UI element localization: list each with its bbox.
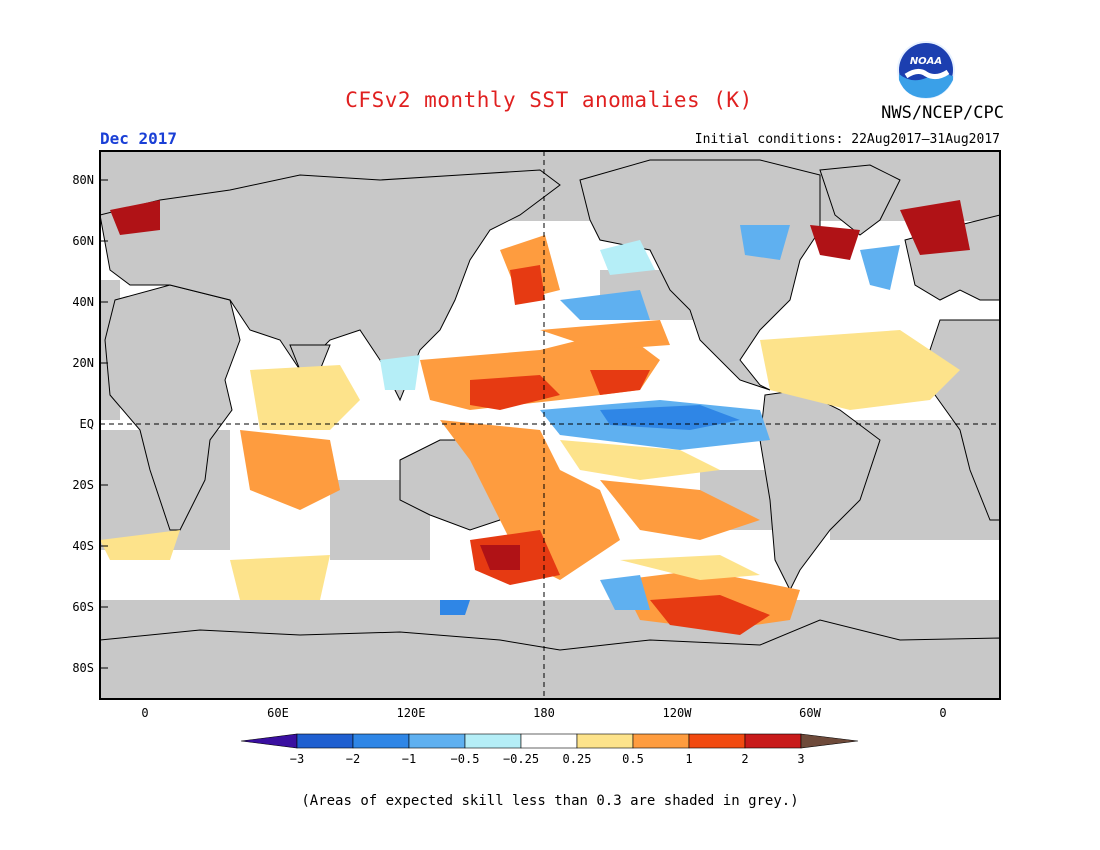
colorbar-label: 2 — [741, 752, 749, 766]
colorbar-bin — [576, 733, 634, 749]
colorbar-label: −1 — [401, 752, 417, 766]
lat-ticks — [100, 179, 108, 669]
lat-label: 40S — [72, 539, 94, 553]
lon-label: 0 — [141, 706, 149, 720]
lat-label: 20S — [72, 478, 94, 492]
lat-label: 60N — [72, 234, 94, 248]
colorbar-label: 0.25 — [562, 752, 592, 766]
map-frame — [99, 150, 1001, 700]
lon-label: 0 — [939, 706, 947, 720]
svg-text:NOAA: NOAA — [910, 56, 942, 67]
lat-label: 40N — [72, 295, 94, 309]
anomaly-cool-pale — [380, 240, 655, 390]
colorbar-bin — [296, 733, 354, 749]
colorbar-bin — [688, 733, 746, 749]
anomaly-warm-darkred — [110, 200, 970, 570]
agency-label: NWS/NCEP/CPC — [881, 103, 1004, 123]
lon-label: 180 — [533, 706, 555, 720]
colorbar-label: −2 — [345, 752, 361, 766]
lon-label: 120W — [662, 706, 692, 720]
forecast-month: Dec 2017 — [100, 129, 178, 148]
initial-conditions-label: Initial conditions: 22Aug2017–31Aug2017 — [694, 132, 1000, 147]
colorbar-bin — [744, 733, 802, 749]
noaa-logo: NOAA — [896, 40, 956, 100]
colorbar-arrow-high — [800, 733, 859, 749]
lat-label: EQ — [79, 417, 94, 431]
lon-label: 60W — [799, 706, 821, 720]
lat-label: 20N — [72, 356, 94, 370]
skill-footnote: (Areas of expected skill less than 0.3 a… — [301, 793, 799, 809]
colorbar-bin — [520, 733, 578, 749]
anomaly-light-warm — [100, 330, 960, 600]
lon-label: 120E — [396, 706, 426, 720]
lon-label: 60E — [267, 706, 289, 720]
lat-label: 60S — [72, 600, 94, 614]
colorbar-label: 0.5 — [622, 752, 644, 766]
colorbar — [240, 733, 859, 749]
colorbar-bin — [352, 733, 410, 749]
colorbar-label: −0.5 — [450, 752, 480, 766]
colorbar-arrow-low — [240, 733, 298, 749]
lat-label: 80N — [72, 173, 94, 187]
colorbar-bin — [632, 733, 690, 749]
colorbar-label: −3 — [289, 752, 305, 766]
colorbar-bin — [464, 733, 522, 749]
colorbar-label: 1 — [685, 752, 693, 766]
map-title: CFSv2 monthly SST anomalies (K) — [345, 88, 753, 112]
colorbar-bin — [408, 733, 466, 749]
colorbar-label: 3 — [797, 752, 805, 766]
lat-label: 80S — [72, 661, 94, 675]
colorbar-label: −0.25 — [502, 752, 540, 766]
